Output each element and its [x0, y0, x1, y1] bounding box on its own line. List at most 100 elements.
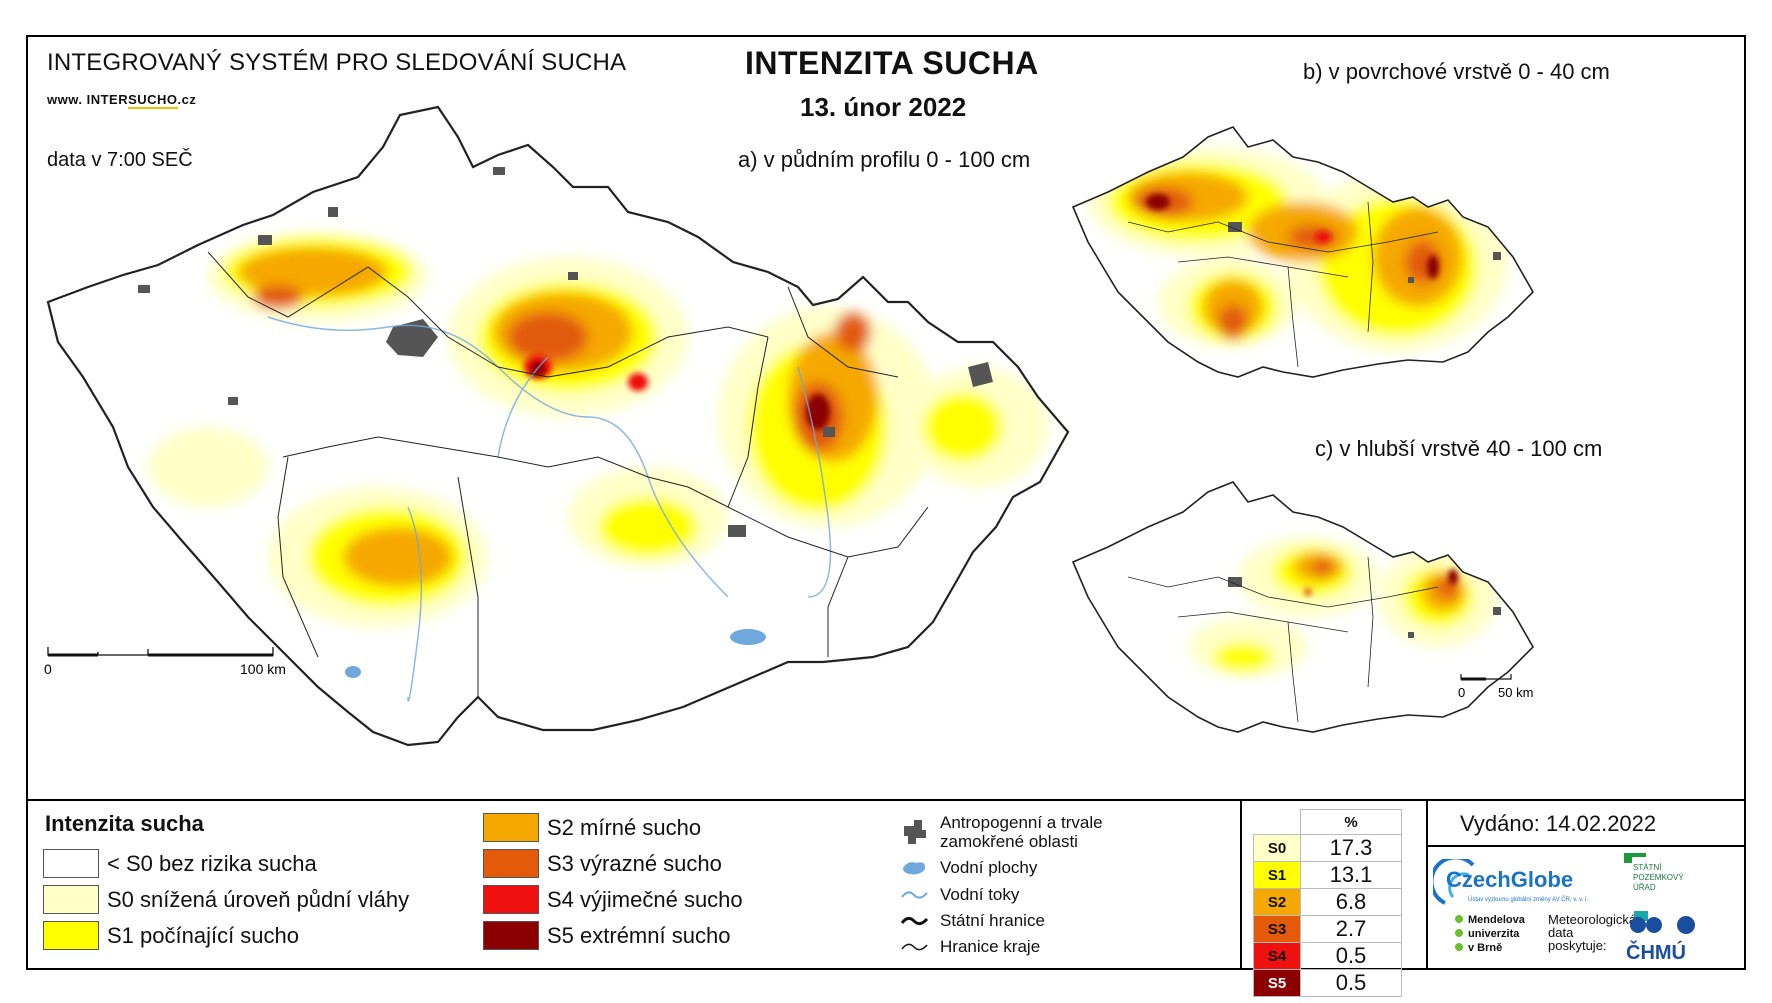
percent-row-s4: S4 0.5 [1253, 942, 1402, 970]
map-b [1072, 126, 1534, 378]
legend-class-s1: S1 počínající sucho [43, 921, 299, 950]
scale-main-end: 100 km [240, 661, 286, 677]
state-border-label: Státní hranice [940, 911, 1045, 930]
percent-header-empty [1254, 810, 1301, 835]
map-a: 0 100 km [44, 105, 1070, 747]
drought-intensity-layer-c [1073, 482, 1533, 732]
spu-line1: STÁTNÍ [1633, 863, 1662, 872]
region-border-label: Hranice kraje [940, 937, 1041, 956]
met-line1: Meteorologická [1548, 912, 1637, 927]
region-border-icon [901, 943, 928, 951]
system-title: INTEGROVANÝ SYSTÉM PRO SLEDOVÁNÍ SUCHA [47, 49, 627, 76]
chmu-logo-mark [1628, 913, 1708, 942]
legend-class-s4: S4 výjimečné sucho [483, 885, 743, 914]
percent-code: S0 [1253, 834, 1301, 862]
legend-class-s5: S5 extrémní sucho [483, 921, 730, 950]
spu-logo: STÁTNÍ POZEMKOVÝ ÚŘAD [1633, 863, 1684, 893]
percent-code: S2 [1253, 888, 1301, 916]
map-c: 0 50 km [1072, 481, 1534, 733]
percent-row-s0: S0 17.3 [1253, 834, 1402, 862]
legend-swatch [483, 921, 539, 950]
czechglobe-logo-icon [1429, 855, 1475, 905]
spu-line2: POZEMKOVÝ [1633, 873, 1684, 882]
spu-line3: ÚŘAD [1633, 883, 1656, 892]
czechglobe-logo-mark [1429, 855, 1593, 918]
state-border-icon [900, 916, 928, 926]
mendelu-logo-mark [1453, 913, 1467, 966]
legend-class-label: S1 počínající sucho [107, 922, 300, 948]
legend-class-label: S3 výrazné sucho [547, 850, 722, 876]
legend-swatch [43, 849, 99, 878]
legend-class-s0: S0 snížená úroveň půdní vláhy [43, 885, 409, 914]
mendelu-line1: Mendelova [1468, 914, 1525, 926]
legend-swatch [43, 885, 99, 914]
urban-label-line1: Antropogenní a trvale [940, 813, 1103, 832]
percent-code: S5 [1253, 969, 1301, 997]
mendelu-logo: Mendelova univerzita v Brně [1468, 913, 1525, 955]
legend-swatch [483, 885, 539, 914]
met-line3: poskytuje: [1548, 938, 1607, 953]
percent-code: S4 [1253, 942, 1301, 970]
scale-bar-main: 0 100 km [44, 647, 286, 677]
data-time-label: data v 7:00 SEČ [47, 149, 193, 171]
legend-band: Intenzita sucha < S0 bez rizika sucha S0… [28, 799, 1746, 997]
map-frame: INTEGROVANÝ SYSTÉM PRO SLEDOVÁNÍ SUCHA w… [26, 35, 1746, 997]
legend-class-s0-none: < S0 bez rizika sucha [43, 849, 317, 878]
website-prefix: www. INTER [47, 92, 129, 107]
legend-divider-1 [1240, 801, 1242, 970]
percent-row-s3: S3 2.7 [1253, 915, 1402, 943]
percent-value: 6.8 [1300, 888, 1402, 916]
percent-row-s1: S1 13.1 [1253, 861, 1402, 889]
mendelu-line3: v Brně [1468, 942, 1503, 954]
map-date: 13. únor 2022 [800, 92, 967, 122]
water-body-icon [903, 862, 926, 875]
drought-intensity-layer-a [48, 107, 1068, 745]
czechglobe-subtitle: Ústav výzkumu globální změny AV ČR, v. v… [1468, 897, 1589, 903]
map-b-title: b) v povrchové vrstvě 0 - 40 cm [1303, 59, 1610, 84]
website-link[interactable]: www. INTERSUCHO.cz [47, 92, 197, 109]
met-data-label: Meteorologická data poskytuje: [1548, 913, 1636, 952]
percent-row-s2: S2 6.8 [1253, 888, 1402, 916]
legend-symbol-region-border: Hranice kraje [900, 937, 1040, 957]
scale-small-zero: 0 [1458, 685, 1465, 700]
met-line2: data [1548, 925, 1574, 940]
river-icon [901, 891, 928, 899]
urban-label-line2: zamokřené oblasti [940, 832, 1078, 851]
legend-title: Intenzita sucha [45, 811, 204, 836]
legend-symbol-river: Vodní toky [900, 885, 1019, 905]
percent-value: 2.7 [1300, 915, 1402, 943]
spu-logo-icon [1624, 853, 1648, 921]
percent-table: % S0 17.3 S1 13.1 S2 6.8 S3 2.7 S4 0.5 [1253, 809, 1402, 997]
water-body-label: Vodní plochy [940, 858, 1038, 877]
percent-header: % [1300, 809, 1402, 835]
legend-symbol-state-border: Státní hranice [900, 911, 1045, 931]
chmu-logo-icon [1630, 916, 1695, 934]
legend-swatch [483, 849, 539, 878]
legend-symbol-water-body: Vodní plochy [900, 858, 1037, 878]
legend-class-label: S4 výjimečné sucho [547, 886, 743, 912]
urban-area-icon [904, 820, 926, 844]
percent-value: 0.5 [1300, 969, 1402, 997]
czechglobe-logo: CzechGlobe [1446, 867, 1574, 892]
issued-divider [1426, 845, 1746, 847]
legend-class-s3: S3 výrazné sucho [483, 849, 722, 878]
main-title: INTENZITA SUCHA [745, 45, 1039, 81]
scale-bar-small: 0 50 km [1458, 674, 1533, 700]
mendelu-line2: univerzita [1468, 928, 1520, 940]
percent-table-header: % [1254, 809, 1402, 835]
website-suffix: .cz [177, 92, 197, 107]
legend-class-label: S0 snížená úroveň půdní vláhy [107, 886, 410, 912]
percent-value: 13.1 [1300, 861, 1402, 889]
legend-class-label: < S0 bez rizika sucha [107, 850, 317, 876]
river-label: Vodní toky [940, 885, 1020, 904]
percent-code: S3 [1253, 915, 1301, 943]
percent-code: S1 [1253, 861, 1301, 889]
scale-main-zero: 0 [44, 661, 52, 677]
spu-logo-mark [1620, 853, 1650, 930]
legend-class-label: S5 extrémní sucho [547, 922, 731, 948]
chmu-logo: ČHMÚ [1626, 942, 1686, 964]
percent-value: 0.5 [1300, 942, 1402, 970]
website-highlight: SUCHO [128, 92, 178, 109]
mendelu-dots-icon [1455, 915, 1463, 951]
percent-value: 17.3 [1300, 834, 1402, 862]
